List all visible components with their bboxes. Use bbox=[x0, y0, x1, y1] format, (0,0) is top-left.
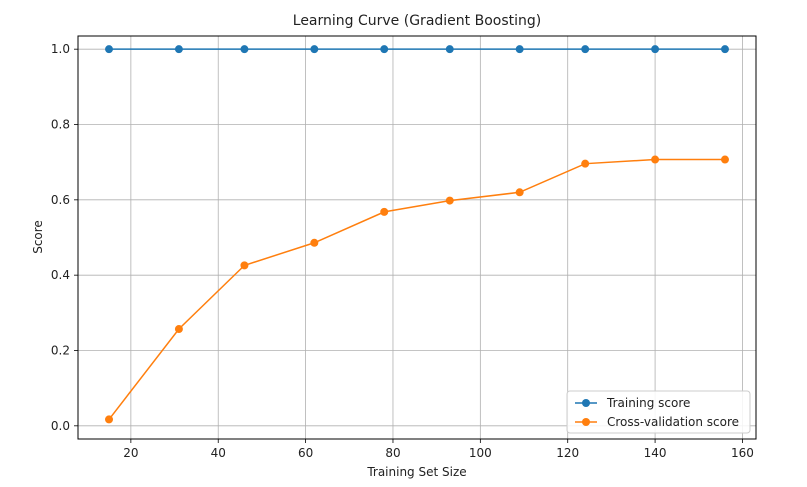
legend-label: Training score bbox=[606, 396, 690, 410]
data-point-series-1 bbox=[380, 45, 389, 54]
data-point-series-2 bbox=[720, 155, 729, 164]
y-tick-label: 0.6 bbox=[51, 193, 70, 207]
x-tick-label: 80 bbox=[385, 446, 400, 460]
data-point-series-1 bbox=[310, 45, 319, 54]
data-point-series-2 bbox=[105, 415, 114, 424]
x-tick-label: 60 bbox=[298, 446, 313, 460]
x-tick-label: 40 bbox=[211, 446, 226, 460]
y-axis-ticks: 0.0 0.2 0.4 0.6 0.8 1.0 bbox=[51, 42, 78, 433]
series-line-2 bbox=[108, 158, 725, 420]
data-point-series-2 bbox=[240, 261, 249, 270]
y-tick-label: 0.0 bbox=[51, 419, 70, 433]
legend-swatch-marker bbox=[582, 418, 590, 426]
data-point-series-2 bbox=[581, 159, 590, 168]
data-point-series-2 bbox=[445, 196, 454, 205]
data-point-series-1 bbox=[445, 45, 454, 54]
data-point-series-1 bbox=[581, 45, 590, 54]
y-tick-label: 1.0 bbox=[51, 42, 70, 56]
data-point-series-2 bbox=[651, 155, 660, 164]
x-tick-label: 100 bbox=[469, 446, 492, 460]
x-axis-ticks: 20 40 60 80 100 120 140 160 bbox=[123, 439, 754, 460]
data-point-series-1 bbox=[651, 45, 660, 54]
data-point-series-2 bbox=[515, 188, 524, 197]
x-tick-label: 20 bbox=[123, 446, 138, 460]
data-point-series-1 bbox=[105, 45, 114, 54]
x-tick-label: 160 bbox=[731, 446, 754, 460]
y-axis-label: Score bbox=[31, 220, 45, 254]
legend-swatch-marker bbox=[582, 399, 590, 407]
series-layer bbox=[105, 45, 729, 424]
y-tick-label: 0.4 bbox=[51, 268, 70, 282]
legend-box bbox=[566, 390, 751, 434]
x-tick-label: 140 bbox=[644, 446, 667, 460]
legend: Training score Cross-validation score bbox=[566, 390, 751, 434]
data-point-series-1 bbox=[240, 45, 249, 54]
y-tick-label: 0.8 bbox=[51, 118, 70, 132]
data-point-series-1 bbox=[174, 45, 183, 54]
data-point-series-2 bbox=[380, 207, 389, 216]
chart-title: Learning Curve (Gradient Boosting) bbox=[293, 13, 541, 29]
data-point-series-1 bbox=[720, 45, 729, 54]
data-point-series-2 bbox=[310, 238, 319, 247]
x-tick-label: 120 bbox=[556, 446, 579, 460]
y-tick-label: 0.2 bbox=[51, 343, 70, 357]
x-axis-label: Training Set Size bbox=[366, 465, 466, 479]
legend-label: Cross-validation score bbox=[607, 415, 739, 429]
data-point-series-2 bbox=[174, 325, 183, 334]
grid-lines bbox=[78, 36, 756, 439]
data-point-series-1 bbox=[515, 45, 524, 54]
plot-frame bbox=[77, 35, 757, 440]
